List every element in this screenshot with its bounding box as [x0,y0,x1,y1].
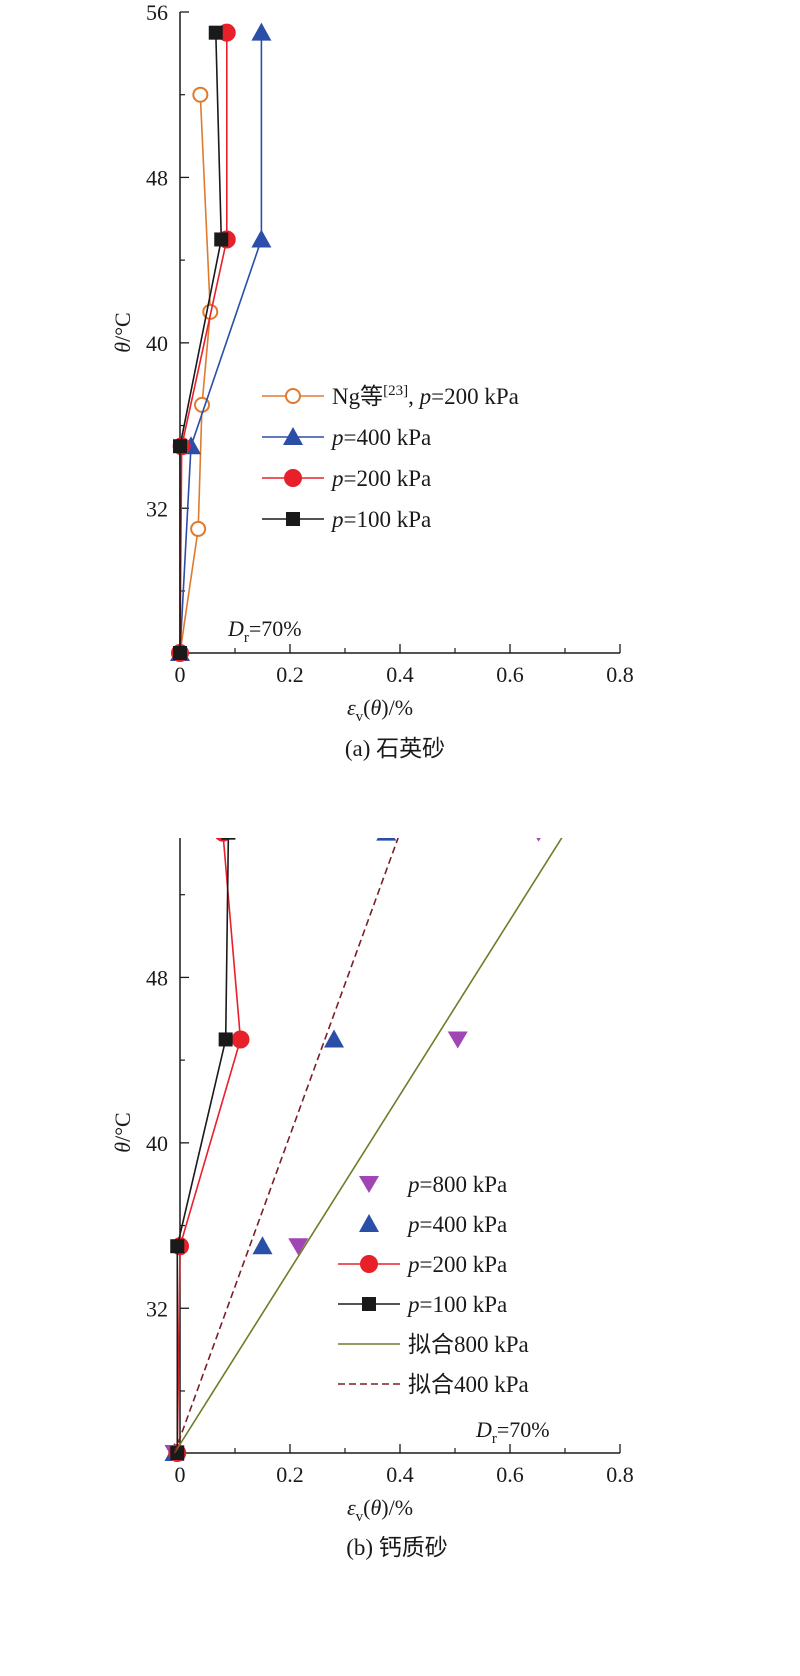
series-b-0 [164,838,541,1462]
annotation-dr-b: Dr=70% [475,1417,550,1447]
series-line-b-5 [173,838,399,1454]
chart-a-svg: 0 0.2 0.4 0.6 0.8 32 40 48 56 εv(θ)/% θ/°C Ng等[23],… [110,0,634,761]
y-tick-label-b: 48 [146,965,168,990]
series-line-a-2 [179,32,228,654]
x-tick-label-a: 0 [175,662,186,687]
data-point-b-3 [170,1446,185,1460]
x-tick-label-b: 0.4 [386,1462,414,1487]
y-axis-label-b: θ/°C [110,1112,135,1152]
x-tick-label-b: 0.2 [276,1462,304,1487]
data-point-b-1 [376,838,397,841]
legend-marker-a-2 [284,469,302,487]
data-point-b-1 [252,1236,273,1255]
x-tick-label-a: 0.2 [276,662,304,687]
x-tick-label-a: 0.8 [606,662,634,687]
x-tick-label-a: 0.6 [496,662,524,687]
legend-a: Ng等[23], p=200 kPa p=400 kPa p=200 kPa p=10… [262,383,519,532]
series-b-5 [173,838,399,1454]
series-line-a-1 [179,32,263,654]
data-point-a-3 [214,232,229,247]
data-point-b-3 [218,1032,233,1047]
data-point-b-2 [231,1030,250,1049]
legend-marker-b-0 [359,1176,379,1193]
legend-marker-b-1 [359,1214,379,1232]
data-point-a-0 [192,86,209,103]
data-point-a-3 [173,439,187,454]
y-axis-label-a: θ/°C [110,312,135,352]
series-line-b-3 [176,838,230,1453]
y-tick-label-b: 40 [146,1131,168,1156]
caption-b: (b) 钙质砂 [346,1535,448,1560]
data-point-b-0 [288,1238,309,1256]
x-tick-label-b: 0.6 [496,1462,524,1487]
data-point-a-1 [251,229,272,248]
data-point-b-0 [447,1031,468,1049]
data-point-b-1 [324,1029,344,1048]
x-tick-label-b: 0.8 [606,1462,634,1487]
caption-a: (a) 石英砂 [345,736,445,761]
legend-marker-a-0 [285,388,301,404]
series-line-a-3 [179,32,223,653]
series-b-4 [173,838,563,1454]
y-tick-label-a: 48 [146,165,168,190]
y-tick-label-a: 56 [146,0,168,25]
x-tick-label-a: 0.4 [386,662,414,687]
legend-label-b-0: p=800 kPa [406,1172,507,1197]
x-axis-label-b: εv(θ)/% [347,1495,413,1525]
series-line-b-4 [173,838,563,1454]
chart-panel-a: 0 0.2 0.4 0.6 0.8 32 40 48 56 εv(θ)/% θ/°C Ng等[23],… [110,0,634,761]
y-tick-label-a: 40 [146,331,168,356]
data-point-a-0 [190,520,207,537]
series-line-b-2 [176,838,242,1454]
data-point-a-3 [208,25,223,40]
legend-marker-a-3 [286,512,300,526]
x-tick-label-b: 0 [175,1462,186,1487]
legend-marker-b-2 [360,1255,378,1273]
legend-marker-b-3 [362,1297,376,1311]
data-point-b-3 [221,838,236,840]
legend-label-b-5: 拟合400 kPa [408,1372,529,1397]
legend-label-b-3: p=100 kPa [406,1292,507,1317]
series-a-1 [170,22,272,661]
legend-label-b-2: p=200 kPa [406,1252,507,1277]
y-tick-label-a: 32 [146,496,168,521]
legend-b: p=800 kPa p=400 kPa p=200 kPa p=100 kPa 拟合80… [338,1172,529,1397]
legend-marker-a-1 [283,427,303,445]
legend-label-b-4: 拟合800 kPa [408,1332,529,1357]
legend-label-a-2: p=200 kPa [330,466,431,491]
series-b-2 [168,838,250,1462]
legend-label-a-0: Ng等[23], p=200 kPa [332,383,519,409]
x-axis-label-a: εv(θ)/% [347,695,413,725]
legend-label-a-3: p=100 kPa [330,507,431,532]
legend-label-b-1: p=400 kPa [406,1212,507,1237]
data-point-a-3 [173,646,187,660]
y-tick-label-b: 32 [146,1296,168,1321]
series-b-3 [170,838,236,1460]
data-point-b-0 [536,838,541,842]
data-point-b-3 [170,1239,185,1254]
legend-label-a-1: p=400 kPa [330,425,431,450]
annotation-dr-a: Dr=70% [227,616,302,646]
data-point-a-1 [251,22,272,41]
series-a-3 [173,25,229,660]
